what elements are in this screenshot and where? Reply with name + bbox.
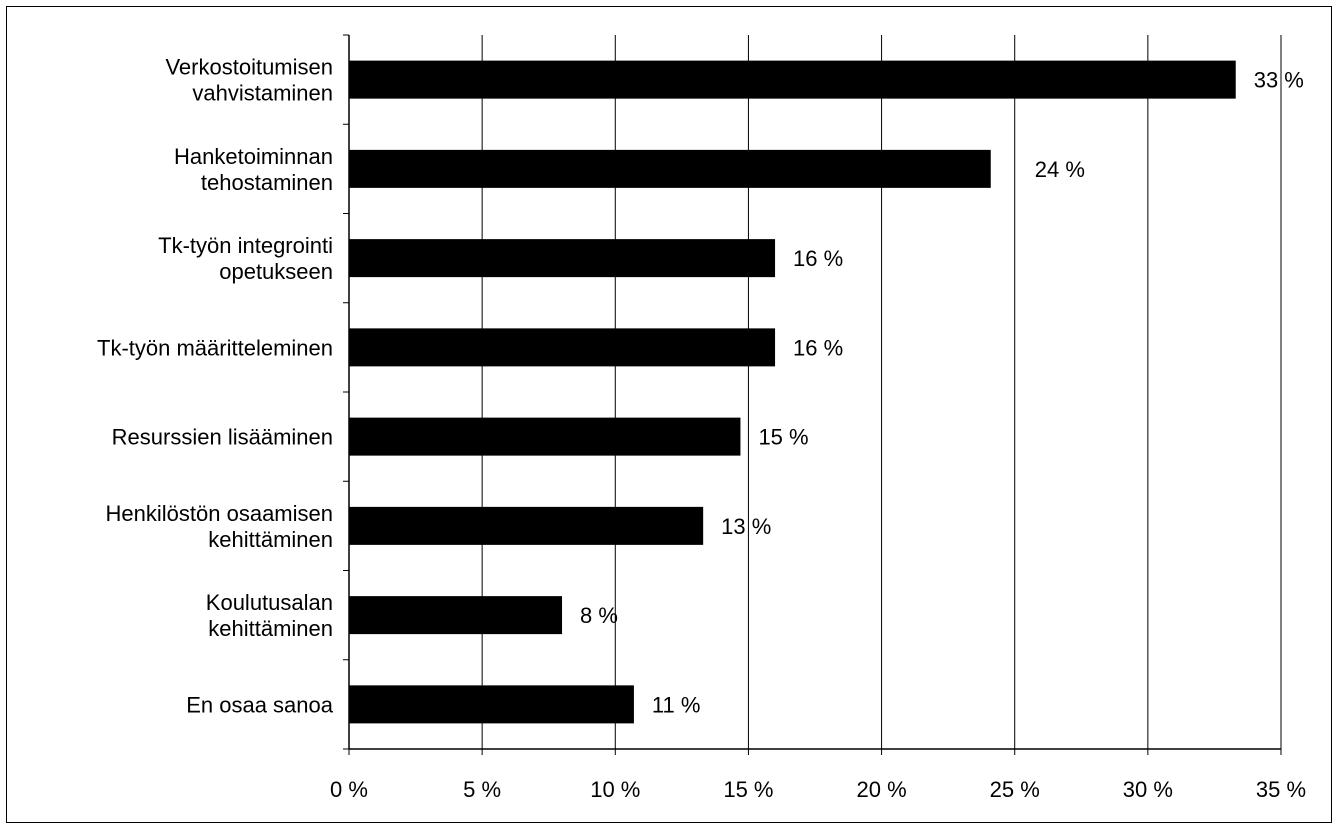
grid-lines xyxy=(481,35,1282,749)
bar-chart: 0 % 5 % 10 % 15 % 20 % 25 % 30 % 35 % Verkostoit… xyxy=(97,34,1306,802)
category-label-1: Hanketoiminnan tehostaminen xyxy=(174,144,333,195)
data-label-6: 8 % xyxy=(580,603,618,628)
category-label-line: Koulutusalan xyxy=(206,590,333,615)
x-tick-label-10: 10 % xyxy=(590,777,640,802)
category-label-line: opetukseen xyxy=(219,259,333,284)
category-label-line: Henkilöstön osaamisen xyxy=(106,501,333,526)
category-label-line: Resurssien lisääminen xyxy=(112,425,333,450)
category-label-6: Koulutusalan kehittäminen xyxy=(206,590,333,641)
bar-3 xyxy=(349,328,776,367)
category-label-4: Resurssien lisääminen xyxy=(112,425,333,450)
x-tick-label-0: 0 % xyxy=(330,777,368,802)
category-label-2: Tk-työn integrointi opetukseen xyxy=(158,233,333,284)
bar-0 xyxy=(349,60,1236,99)
labels: 0 % 5 % 10 % 15 % 20 % 25 % 30 % 35 % Verkostoit… xyxy=(97,55,1306,802)
bar-4 xyxy=(349,417,741,456)
x-tick-label-15: 15 % xyxy=(723,777,773,802)
category-label-0: Verkostoitumisen vahvistaminen xyxy=(165,55,333,106)
data-label-1: 24 % xyxy=(1035,157,1085,182)
category-label-line: Verkostoitumisen xyxy=(165,55,333,80)
x-tick-label-35: 35 % xyxy=(1256,777,1306,802)
bar-5 xyxy=(349,506,704,545)
data-label-2: 16 % xyxy=(793,246,843,271)
x-tick-label-5: 5 % xyxy=(463,777,501,802)
bars xyxy=(349,60,1236,724)
category-label-line: tehostaminen xyxy=(201,170,333,195)
x-tick-label-30: 30 % xyxy=(1123,777,1173,802)
axes xyxy=(343,34,1282,755)
category-label-line: vahvistaminen xyxy=(192,81,333,106)
category-label-7: En osaa sanoa xyxy=(186,692,334,717)
category-label-line: kehittäminen xyxy=(208,527,333,552)
data-label-4: 15 % xyxy=(758,425,808,450)
x-tick-label-20: 20 % xyxy=(856,777,906,802)
x-tick-label-25: 25 % xyxy=(990,777,1040,802)
data-label-3: 16 % xyxy=(793,335,843,360)
bar-1 xyxy=(349,149,991,188)
category-label-line: Tk-työn määritteleminen xyxy=(97,335,333,360)
data-label-5: 13 % xyxy=(721,514,771,539)
data-label-0: 33 % xyxy=(1254,68,1304,93)
category-label-3: Tk-työn määritteleminen xyxy=(97,335,333,360)
category-label-line: kehittäminen xyxy=(208,616,333,641)
category-label-5: Henkilöstön osaamisen kehittäminen xyxy=(106,501,333,552)
bar-6 xyxy=(349,596,563,635)
chart-frame: 0 % 5 % 10 % 15 % 20 % 25 % 30 % 35 % Verkostoit… xyxy=(6,6,1332,823)
category-label-line: Hanketoiminnan xyxy=(174,144,333,169)
category-label-line: En osaa sanoa xyxy=(186,692,334,717)
category-label-line: Tk-työn integrointi xyxy=(158,233,333,258)
bar-2 xyxy=(349,239,776,278)
data-label-7: 11 % xyxy=(652,692,701,717)
bar-7 xyxy=(349,685,634,724)
